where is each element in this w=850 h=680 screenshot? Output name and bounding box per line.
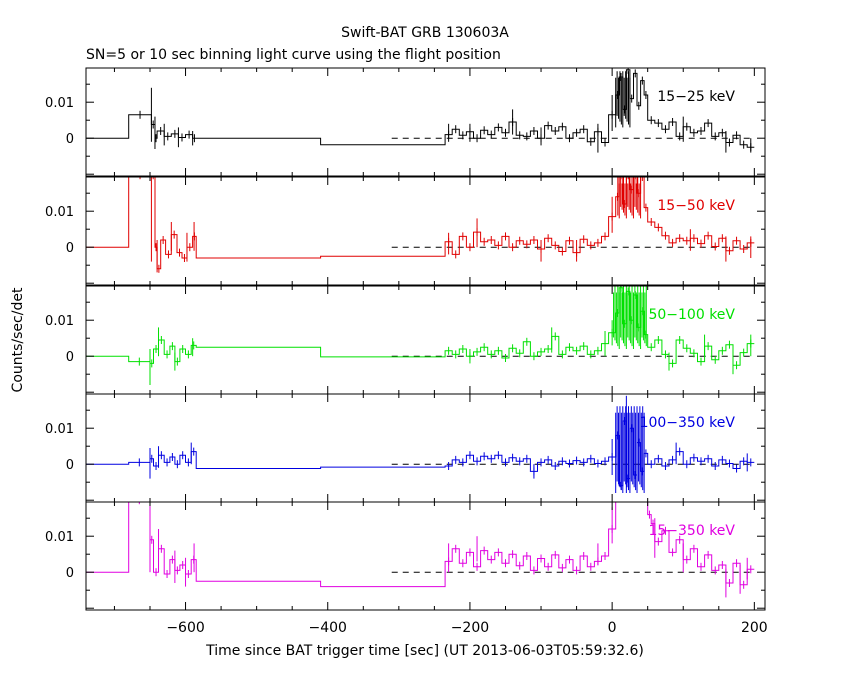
x-tick-label: −400: [309, 620, 347, 636]
y-tick-label: 0: [66, 566, 74, 581]
light-curve-series: [86, 502, 755, 588]
panel-frame: [85, 176, 766, 286]
energy-band-label: 15−350 keV: [648, 523, 735, 539]
panel-3: 0.01 0 50−100 keV: [45, 285, 766, 395]
y-tick-label: 0: [66, 458, 74, 473]
chart-subtitle: SN=5 or 10 sec binning light curve using…: [86, 47, 501, 63]
y-tick-label: 0.01: [45, 205, 74, 220]
panel-plot-area: [86, 395, 755, 493]
y-axis-label: Counts/sec/det: [10, 287, 26, 392]
y-tick-label: 0.01: [45, 96, 74, 111]
y-tick-label: 0: [66, 132, 74, 147]
panel-frame: [85, 501, 766, 611]
panel-plot-area: [86, 68, 755, 153]
y-tick-label: 0: [66, 241, 74, 256]
panel-plot-area: [86, 177, 755, 273]
y-tick-label: 0.01: [45, 422, 74, 437]
chart-title: Swift-BAT GRB 130603A: [341, 25, 509, 41]
light-curve-series: [86, 287, 755, 366]
panel-frame: [85, 285, 766, 395]
panels-group: 0.01 0 15−25 keV 0.01 0 15−50 keV 0.01 0 50−100 …: [45, 67, 766, 611]
x-tick-label: 0: [608, 620, 617, 636]
energy-band-label: 50−100 keV: [648, 307, 735, 323]
x-tick-label: 200: [741, 620, 768, 636]
light-curve-series: [86, 69, 755, 148]
energy-band-label: 15−50 keV: [657, 198, 735, 214]
panel-2: 0.01 0 15−50 keV: [45, 176, 766, 286]
panel-plot-area: [86, 286, 755, 385]
x-tick-labels: −600 −400 −200 0 200: [166, 620, 767, 636]
panel-4: 0.01 0 100−350 keV: [45, 393, 766, 503]
panel-plot-area: [86, 502, 755, 598]
y-tick-label: 0.01: [45, 314, 74, 329]
energy-band-label: 100−350 keV: [640, 415, 736, 431]
panel-5: 0.01 0 15−350 keV: [45, 501, 766, 611]
y-tick-label: 0: [66, 350, 74, 365]
y-tick-label: 0.01: [45, 530, 74, 545]
x-tick-label: −600: [166, 620, 204, 636]
x-tick-label: −200: [451, 620, 489, 636]
panel-frame: [85, 393, 766, 503]
panel-1: 0.01 0 15−25 keV: [45, 67, 766, 177]
energy-band-label: 15−25 keV: [657, 89, 735, 105]
light-curve-series: [86, 177, 755, 270]
x-axis-label: Time since BAT trigger time [sec] (UT 20…: [205, 643, 644, 659]
panel-frame: [85, 67, 766, 177]
